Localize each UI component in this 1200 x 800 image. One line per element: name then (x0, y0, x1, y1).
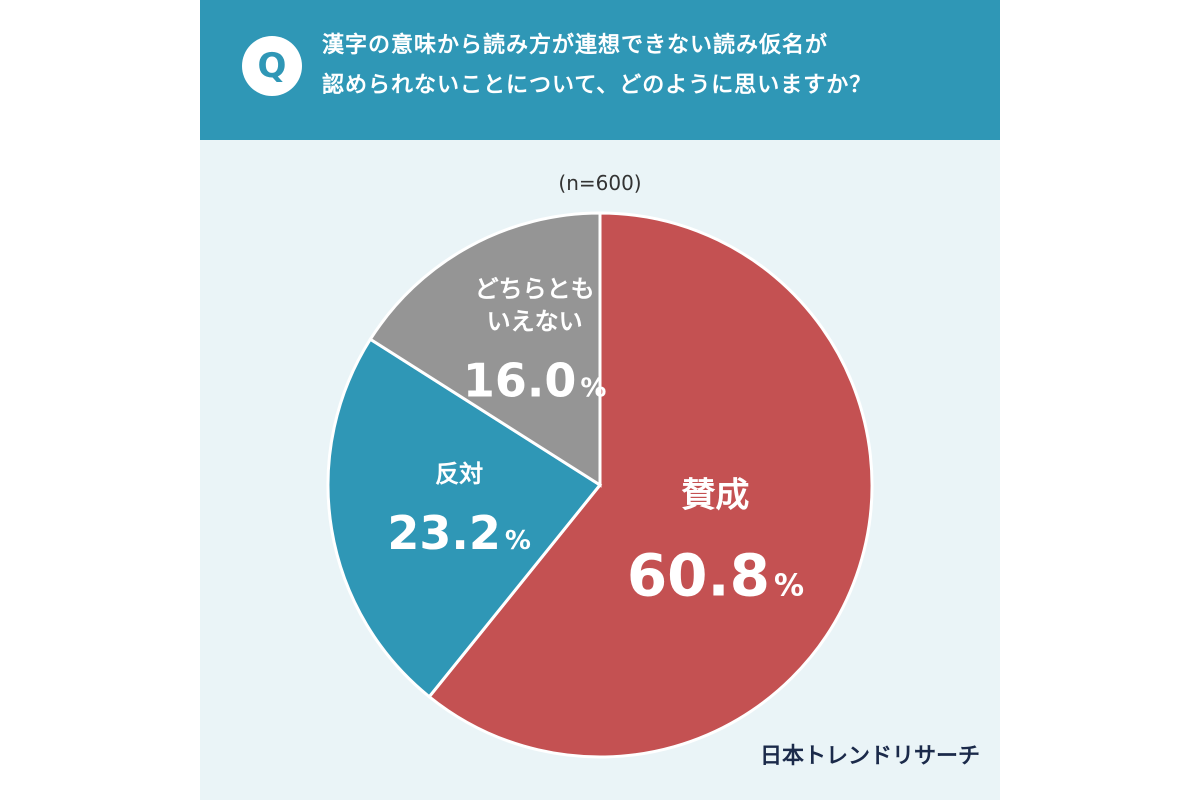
infographic-card: Q 漢字の意味から読み方が連想できない読み仮名が 認められないことについて、どの… (200, 0, 1000, 800)
slice-value-unit: % (580, 373, 606, 403)
sample-size-label: (n=600) (558, 171, 641, 195)
pie-slice (427, 211, 874, 759)
slice-value-number: 16.0 (463, 353, 577, 407)
slice-value-unit: % (774, 569, 804, 604)
slice-value: 23.2% (387, 506, 531, 560)
question-line-1: 漢字の意味から読み方が連想できない読み仮名が (322, 33, 829, 58)
pie-slice (326, 337, 603, 699)
slice-label: いえない (487, 307, 583, 335)
slice-value: 16.0% (463, 353, 607, 407)
brand-logo-text: 日本トレンドリサーチ (759, 744, 980, 769)
question-badge: Q (242, 36, 302, 96)
slice-value-unit: % (505, 526, 531, 556)
slice-value-number: 60.8 (627, 542, 770, 610)
question-line-2: 認められないことについて、どのように思いますか？ (322, 73, 873, 98)
slice-label: 賛成 (681, 475, 749, 515)
slice-label: 反対 (435, 460, 483, 488)
question-header: Q 漢字の意味から読み方が連想できない読み仮名が 認められないことについて、どの… (200, 0, 1000, 140)
question-text: 漢字の意味から読み方が連想できない読み仮名が 認められないことについて、どのよう… (322, 26, 982, 106)
slice-value: 60.8% (627, 542, 804, 610)
slice-value-number: 23.2 (387, 506, 501, 560)
pie-slice (368, 211, 602, 488)
slice-label: どちらとも (475, 275, 595, 303)
